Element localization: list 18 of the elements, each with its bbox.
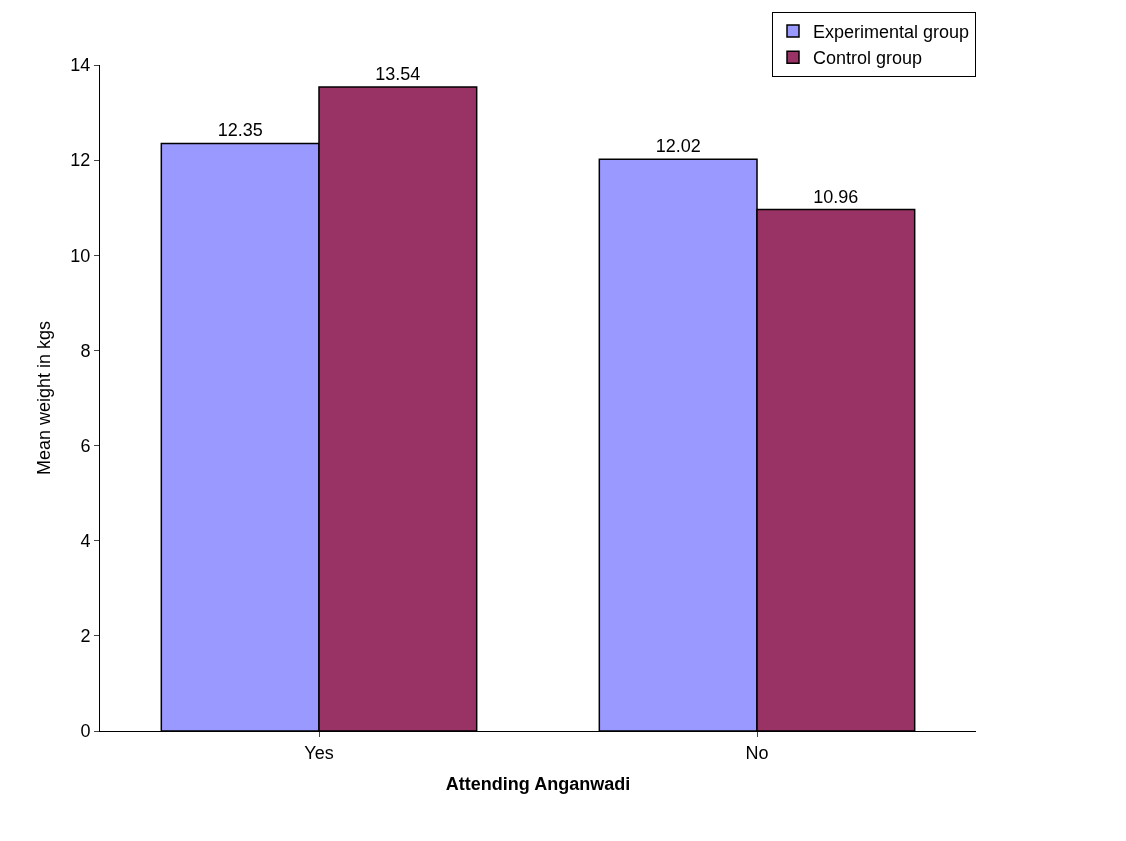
y-tick-label: 14 bbox=[70, 55, 91, 76]
y-tick-label: 0 bbox=[80, 721, 91, 742]
data-label: 10.96 bbox=[813, 186, 859, 207]
y-tick-label: 4 bbox=[80, 531, 91, 552]
data-label: 12.35 bbox=[217, 120, 263, 141]
y-tick-label: 2 bbox=[80, 626, 91, 647]
data-label: 12.02 bbox=[655, 136, 701, 157]
x-axis-title: Attending Anganwadi bbox=[445, 773, 631, 794]
y-tick-label: 6 bbox=[80, 435, 91, 456]
y-tick-label: 8 bbox=[80, 340, 91, 361]
y-tick-label: 10 bbox=[70, 245, 91, 266]
data-label: 13.54 bbox=[375, 63, 421, 84]
y-axis-title: Mean weight in kgs bbox=[33, 320, 54, 476]
x-tick-label: No bbox=[745, 742, 769, 763]
legend-label: Control group bbox=[813, 48, 923, 69]
y-tick-label: 12 bbox=[70, 150, 91, 171]
legend-label: Experimental group bbox=[813, 21, 970, 42]
x-tick-label: Yes bbox=[304, 742, 334, 763]
